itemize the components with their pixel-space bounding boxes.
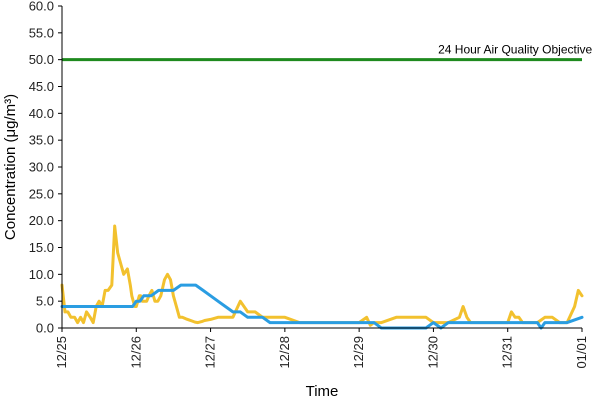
x-tick-label: 12/25	[54, 336, 69, 369]
y-tick-label: 20.0	[29, 213, 54, 228]
y-tick-label: 10.0	[29, 267, 54, 282]
series-lines	[60, 224, 584, 330]
x-tick-label: 01/01	[574, 336, 589, 369]
y-tick-label: 25.0	[29, 186, 54, 201]
x-axis-title: Time	[306, 383, 339, 400]
y-axis-title: Concentration (μg/m³)	[2, 94, 19, 240]
series-line-2	[60, 283, 584, 330]
y-tick-label: 35.0	[29, 133, 54, 148]
x-tick-label: 12/27	[203, 336, 218, 369]
series-line-1	[60, 224, 584, 327]
annotations: 24 Hour Air Quality Objective	[438, 43, 592, 57]
y-tick-label: 5.0	[36, 294, 54, 309]
y-tick-label: 45.0	[29, 79, 54, 94]
y-tick-label: 40.0	[29, 106, 54, 121]
y-tick-label: 55.0	[29, 25, 54, 40]
y-tick-label: 15.0	[29, 240, 54, 255]
x-tick-label: 12/26	[128, 336, 143, 369]
x-tick-label: 12/30	[425, 336, 440, 369]
y-tick-label: 60.0	[29, 0, 54, 14]
y-tick-label: 50.0	[29, 52, 54, 67]
y-tick-label: 30.0	[29, 160, 54, 175]
x-tick-label: 12/28	[277, 336, 292, 369]
objective-label: 24 Hour Air Quality Objective	[438, 43, 592, 57]
x-tick-label: 12/29	[351, 336, 366, 369]
y-axis-ticks: 0.0 5.0 10.0 15.0 20.0 25.0 30.0 35.0 40.0 45.0 50…	[29, 0, 62, 336]
x-tick-label: 12/31	[500, 336, 515, 369]
x-axis-ticks: 12/25 12/26 12/27 12/28 12/29 12/30 12/31 01/01	[54, 328, 589, 369]
y-tick-label: 0.0	[36, 321, 54, 336]
